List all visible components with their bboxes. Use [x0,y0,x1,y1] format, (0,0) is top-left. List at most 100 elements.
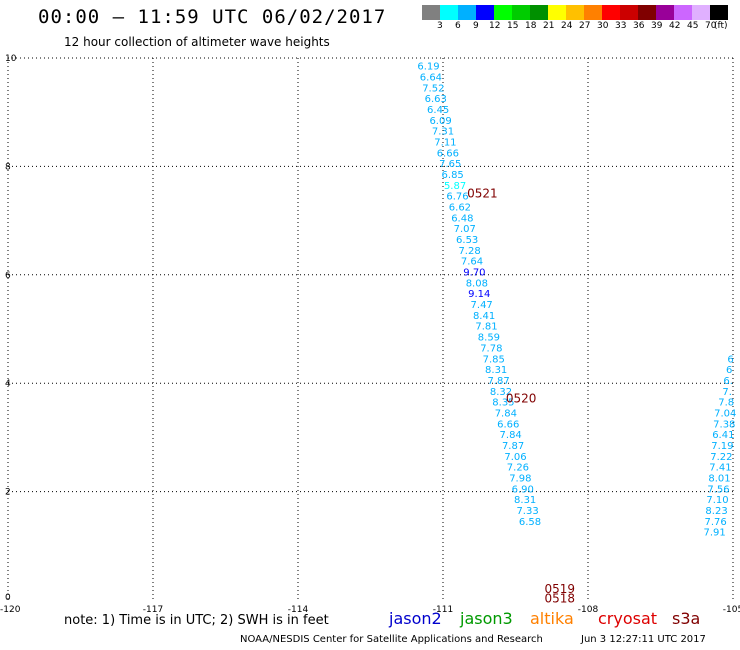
x-tick-label: -108 [578,605,599,615]
wave-height-point: 8.23 [705,506,727,517]
color-legend [422,5,728,20]
wave-height-point: 7.52 [422,83,444,94]
wave-height-point: 7.81 [475,322,497,333]
wave-height-point: 7.87 [502,441,524,452]
wave-height-point: 6.41 [712,430,734,441]
wave-height-point: 6.45 [427,105,449,116]
wave-height-point: 7.11 [434,137,456,148]
wave-height-point: 7.47 [471,300,493,311]
y-tick-label: 6 [5,271,11,281]
wave-height-point: 7.33 [516,506,538,517]
wave-height-point: 7.8 [718,398,734,409]
wave-height-point: 7.85 [483,354,505,365]
legend-swatch [620,5,638,20]
grid-lines [7,57,734,600]
footer-note: note: 1) Time is in UTC; 2) SWH is in fe… [64,613,329,628]
legend-label: 27 [579,21,591,31]
legend-label: 9 [473,21,479,31]
legend-swatch [548,5,566,20]
legend-label: 3 [437,21,443,31]
time-label: 0518 [545,591,576,605]
wave-height-point: 8.32 [490,387,512,398]
wave-height-point: 6.76 [446,192,468,203]
wave-height-point: 7.98 [509,474,531,485]
legend-label: 24 [561,21,573,31]
wave-height-point: 6.53 [456,235,478,246]
legend-swatch [476,5,494,20]
satellite-cryosat: cryosat [598,609,658,628]
wave-height-point: 6.66 [437,148,459,159]
legend-unit: (ft) [714,21,728,31]
wave-height-point: 7. [722,387,732,398]
wave-height-point: 7.07 [454,224,476,235]
wave-height-point: 6.85 [442,170,464,181]
legend-label: 12 [489,21,501,31]
time-label: 0520 [506,391,537,405]
wave-height-point: 8.31 [514,495,536,506]
legend-swatch [566,5,584,20]
data-points: 6.196.647.526.636.456.097.317.116.667.65… [417,62,736,539]
wave-height-point: 7.91 [704,528,726,539]
legend-swatch [422,5,440,20]
legend-label: 33 [615,21,627,31]
axis-ticks: -120 -117 -114 -111 -108 -105 0 2 4 6 8 10 [0,54,740,615]
legend-label: 6 [455,21,461,31]
legend-swatch [530,5,548,20]
wave-height-point: 6 [726,365,732,376]
legend-swatch [440,5,458,20]
wave-height-point: 7.84 [500,430,522,441]
wave-height-point: 8.31 [485,365,507,376]
satellite-altika: altika [530,609,574,628]
wave-height-point: 6.63 [425,94,447,105]
wave-height-point: 7.26 [507,463,529,474]
x-tick-label: -105 [723,605,740,615]
wave-height-point: 6.58 [519,517,541,528]
x-tick-label: -117 [143,605,163,615]
wave-height-point: 7.78 [480,343,502,354]
legend-label: 36 [633,21,645,31]
x-tick-label: -114 [288,605,309,615]
legend-swatch [638,5,656,20]
legend-swatch [512,5,530,20]
legend-label: 15 [507,21,519,31]
wave-height-point: 6.09 [429,116,451,127]
wave-height-point: 9.70 [463,268,485,279]
wave-height-point: 7.10 [706,495,728,506]
legend-label: 18 [525,21,537,31]
y-tick-label: 0 [5,593,11,603]
wave-height-point: 8.59 [478,333,500,344]
wave-height-point: 6.66 [497,419,519,430]
legend-label: 21 [543,21,555,31]
time-label: 0519 [545,582,576,596]
wave-height-point: 8.01 [708,474,730,485]
wave-height-point: 7.38 [713,419,735,430]
legend-label: 70 [705,21,717,31]
wave-height-point: 7.19 [711,441,733,452]
wave-height-point: 7.76 [704,517,726,528]
wave-height-point: 7.84 [495,408,517,419]
wave-height-point: 6.62 [449,203,471,214]
wave-height-point: 6.19 [417,62,439,73]
y-tick-label: 2 [5,488,11,498]
time-label: 0521 [467,187,498,201]
y-tick-label: 8 [5,162,11,172]
wave-height-point: 7.28 [458,246,480,257]
legend-swatch [656,5,674,20]
wave-height-point: 7.31 [432,127,454,138]
legend-swatch [674,5,692,20]
wave-height-point: 7.22 [710,452,732,463]
wave-height-point: 7.65 [439,159,461,170]
chart-subtitle: 12 hour collection of altimeter wave hei… [64,35,330,49]
wave-height-point: 7.06 [504,452,526,463]
wave-height-point: 8.35 [492,398,514,409]
satellite-jason2: jason2 [389,609,442,628]
wave-height-point: 6 [727,354,733,365]
wave-height-point: 8.08 [466,278,488,289]
wave-height-point: 6.90 [512,484,534,495]
wave-height-point: 7.64 [461,257,483,268]
legend-swatch [458,5,476,20]
generated-time: Jun 3 12:27:11 UTC 2017 [581,634,706,645]
wave-height-point: 6. [723,376,733,387]
